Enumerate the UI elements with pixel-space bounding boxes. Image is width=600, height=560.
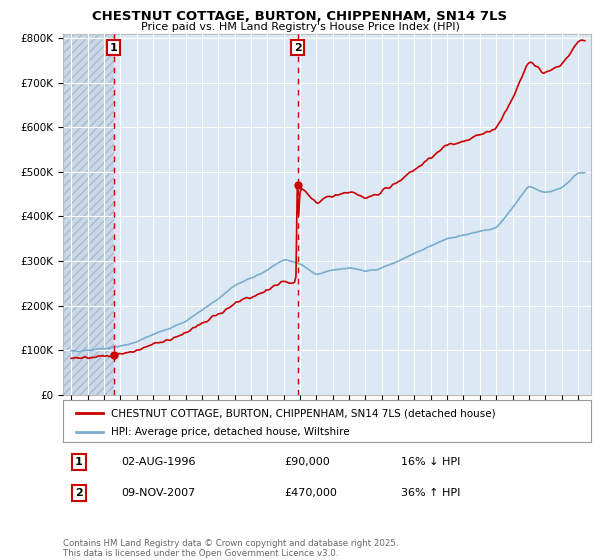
Text: CHESTNUT COTTAGE, BURTON, CHIPPENHAM, SN14 7LS (detached house): CHESTNUT COTTAGE, BURTON, CHIPPENHAM, SN…: [110, 408, 495, 418]
Text: 16% ↓ HPI: 16% ↓ HPI: [401, 457, 460, 467]
Text: 1: 1: [75, 457, 83, 467]
Text: CHESTNUT COTTAGE, BURTON, CHIPPENHAM, SN14 7LS: CHESTNUT COTTAGE, BURTON, CHIPPENHAM, SN…: [92, 10, 508, 23]
Text: Contains HM Land Registry data © Crown copyright and database right 2025.
This d: Contains HM Land Registry data © Crown c…: [63, 539, 398, 558]
Text: 2: 2: [294, 43, 302, 53]
Text: 2: 2: [75, 488, 83, 498]
Text: 09-NOV-2007: 09-NOV-2007: [121, 488, 196, 498]
Bar: [63, 34, 113, 395]
Text: 02-AUG-1996: 02-AUG-1996: [121, 457, 196, 467]
Text: £90,000: £90,000: [285, 457, 331, 467]
Text: Price paid vs. HM Land Registry's House Price Index (HPI): Price paid vs. HM Land Registry's House …: [140, 22, 460, 32]
Text: HPI: Average price, detached house, Wiltshire: HPI: Average price, detached house, Wilt…: [110, 427, 349, 437]
Text: 1: 1: [110, 43, 118, 53]
Text: £470,000: £470,000: [285, 488, 338, 498]
Text: 36% ↑ HPI: 36% ↑ HPI: [401, 488, 460, 498]
